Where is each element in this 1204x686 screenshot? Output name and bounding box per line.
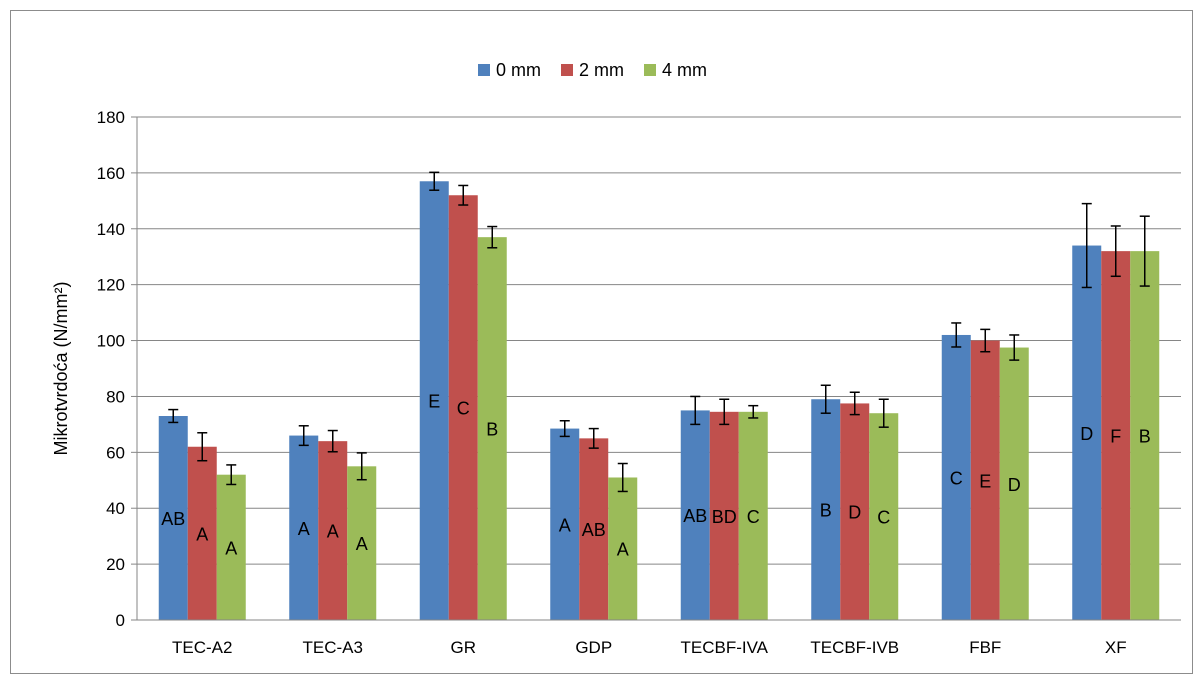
- bar: [811, 399, 841, 620]
- axes: [136, 117, 1181, 621]
- y-tick-label: 100: [97, 332, 125, 351]
- x-category-label: GDP: [575, 638, 612, 657]
- bar-data-label: AB: [582, 520, 606, 540]
- y-tick-label: 40: [106, 499, 125, 518]
- bar: [1101, 251, 1131, 620]
- bar-data-label: E: [979, 471, 991, 491]
- bar-data-label: BD: [712, 507, 737, 527]
- y-tick-label: 0: [116, 611, 125, 630]
- bar-data-label: B: [486, 420, 498, 440]
- bar-data-label: C: [747, 507, 760, 527]
- x-category-label: TEC-A3: [303, 638, 363, 657]
- x-category-label: TECBF-IVB: [810, 638, 899, 657]
- bar: [680, 410, 710, 620]
- bar: [550, 428, 580, 620]
- x-category-label: XF: [1105, 638, 1127, 657]
- chart-frame: 0 20 40 60 80 100 120 140 160 180 AB A A A A A E C B A AB A A…: [10, 10, 1193, 674]
- error-bars: [168, 171, 1150, 493]
- legend-label: 4 mm: [662, 60, 707, 80]
- bar-data-label: A: [327, 522, 339, 542]
- bar: [347, 466, 377, 620]
- bar-data-label: A: [617, 540, 629, 560]
- bar: [419, 181, 449, 620]
- legend: 0 mm 2 mm 4 mm: [478, 60, 707, 80]
- bar-data-label: E: [428, 392, 440, 412]
- y-tick-label: 140: [97, 220, 125, 239]
- bar: [579, 438, 609, 620]
- y-tick-label: 160: [97, 164, 125, 183]
- y-axis-title: Mikrotvrdoća (N/mm²): [51, 282, 71, 456]
- bar: [869, 413, 899, 620]
- bar-data-label: A: [196, 524, 208, 544]
- bar: [738, 411, 768, 620]
- bar: [187, 446, 217, 620]
- y-tick-label: 180: [97, 108, 125, 127]
- bars: [158, 181, 1160, 621]
- x-category-label: GR: [451, 638, 477, 657]
- bar-data-label: F: [1110, 427, 1121, 447]
- bar: [709, 411, 739, 620]
- bar-data-label: D: [1080, 424, 1093, 444]
- bar-data-label: A: [225, 538, 237, 558]
- x-axis-category-labels: TEC-A2 TEC-A3 GR GDP TECBF-IVA TECBF-IVB FBF XF: [172, 638, 1127, 657]
- bar: [477, 237, 507, 620]
- y-tick-label: 20: [106, 555, 125, 574]
- bar: [608, 477, 638, 620]
- y-axis-ticks: 0 20 40 60 80 100 120 140 160 180: [97, 108, 137, 630]
- bar-data-label: C: [877, 508, 890, 528]
- bar-data-label: B: [820, 501, 832, 521]
- legend-label: 0 mm: [496, 60, 541, 80]
- bar: [840, 403, 870, 620]
- x-category-label: FBF: [969, 638, 1001, 657]
- bar: [158, 416, 188, 620]
- legend-label: 2 mm: [579, 60, 624, 80]
- x-category-label: TECBF-IVA: [680, 638, 768, 657]
- legend-swatch: [561, 64, 573, 76]
- bar-data-label: D: [1008, 475, 1021, 495]
- bar-data-label: AB: [161, 509, 185, 529]
- bar-data-label: B: [1139, 427, 1151, 447]
- bar: [970, 340, 1000, 620]
- bar-data-label: C: [950, 468, 963, 488]
- x-category-label: TEC-A2: [172, 638, 232, 657]
- bar: [216, 474, 246, 620]
- bar-data-label: A: [356, 534, 368, 554]
- bar: [289, 435, 319, 620]
- bar: [999, 347, 1029, 620]
- bar: [1130, 251, 1160, 620]
- y-tick-label: 80: [106, 387, 125, 406]
- bar: [1072, 245, 1102, 621]
- bar: [941, 334, 971, 620]
- legend-swatch: [644, 64, 656, 76]
- bar-data-label: A: [559, 515, 571, 535]
- bar-data-label: AB: [683, 506, 707, 526]
- bar-data-label: C: [457, 399, 470, 419]
- bar-data-label: D: [848, 503, 861, 523]
- legend-swatch: [478, 64, 490, 76]
- y-tick-label: 120: [97, 276, 125, 295]
- y-tick-label: 60: [106, 443, 125, 462]
- bar: [318, 441, 348, 620]
- bar: [448, 195, 478, 620]
- bar-data-label: A: [298, 519, 310, 539]
